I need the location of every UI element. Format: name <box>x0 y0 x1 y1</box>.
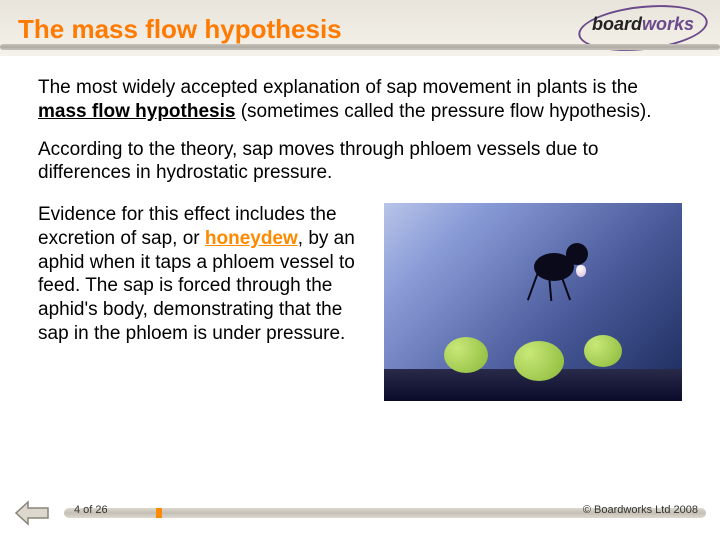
photo-aphid <box>584 335 622 367</box>
photo-aphid <box>514 341 564 381</box>
para1-bold-term: mass flow hypothesis <box>38 101 235 122</box>
row-3: Evidence for this effect includes the ex… <box>38 203 682 401</box>
paragraph-2: According to the theory, sap moves throu… <box>38 138 682 186</box>
para1-pre: The most widely accepted explanation of … <box>38 77 638 98</box>
ant-leg <box>527 272 539 301</box>
photo-honeydew-drop <box>576 265 586 277</box>
aphid-photo <box>384 203 682 401</box>
logo-word1: board <box>592 14 642 34</box>
page-number: 4 of 26 <box>74 504 108 516</box>
header-bar: The mass flow hypothesis boardworks <box>0 0 720 56</box>
paragraph-3: Evidence for this effect includes the ex… <box>38 203 366 401</box>
honeydew-term: honeydew <box>205 228 298 249</box>
paragraph-1: The most widely accepted explanation of … <box>38 76 682 124</box>
content-area: The most widely accepted explanation of … <box>0 56 720 401</box>
para1-post: (sometimes called the pressure flow hypo… <box>235 101 651 122</box>
back-arrow-button[interactable] <box>14 500 50 526</box>
photo-aphid <box>444 337 488 373</box>
logo-text: boardworks <box>578 14 708 35</box>
ant-head <box>566 243 588 265</box>
header-underline <box>0 44 720 50</box>
page-title: The mass flow hypothesis <box>0 12 342 45</box>
logo-word2: works <box>642 14 694 34</box>
copyright-text: © Boardworks Ltd 2008 <box>583 504 698 516</box>
